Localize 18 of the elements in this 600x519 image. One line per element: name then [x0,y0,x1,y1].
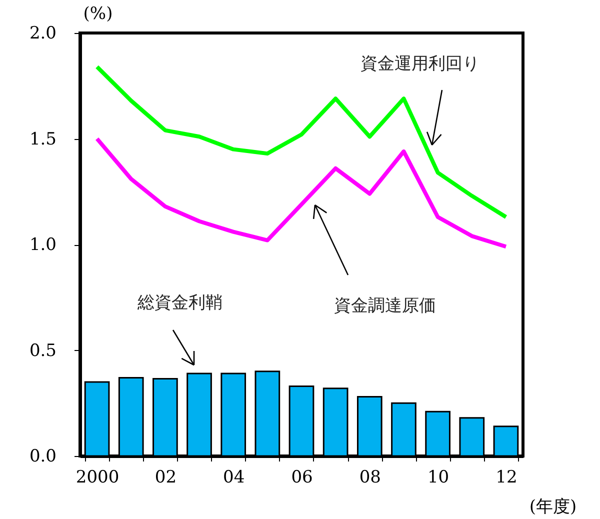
y-tick-label: 0.5 [29,340,56,361]
text: 資金運用利回り [360,54,480,74]
y-tick-label: 1.5 [29,129,56,150]
y-tick-label: 1.0 [29,235,56,255]
y-tick-label: 0.0 [29,446,56,466]
line-series [95,136,508,249]
x-tick-label: 02 [154,468,177,488]
x-tick-label: 06 [291,468,313,488]
x-tick-label: 04 [223,468,245,488]
x-axis-title: (年度) [529,497,577,517]
x-tick-label: 10 [427,468,450,488]
text: 総資金利鞘 [136,293,222,313]
y-axis-title: (%) [83,4,113,24]
x-tick-label: 08 [359,468,381,488]
x-tick-label: 12 [496,468,518,488]
text: 資金調達原価 [334,296,436,316]
x-tick-label: 2000 [76,468,120,488]
y-tick-label: 2.0 [29,24,56,44]
